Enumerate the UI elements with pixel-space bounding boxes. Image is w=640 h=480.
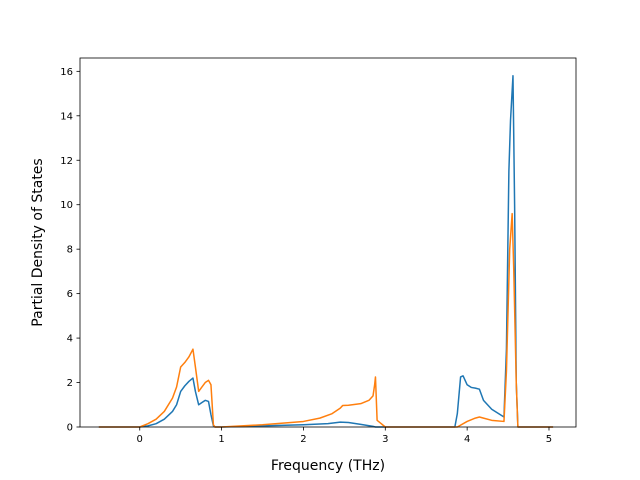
x-tick-label: 5 (546, 434, 552, 445)
x-tick-label: 2 (300, 434, 306, 445)
series-line-2 (98, 212, 554, 428)
y-tick-label: 4 (67, 334, 73, 345)
y-tick-label: 14 (60, 111, 73, 122)
y-tick-label: 10 (60, 200, 73, 211)
y-tick-label: 0 (67, 423, 73, 434)
y-tick-label: 16 (60, 67, 73, 78)
x-tick-label: 0 (137, 434, 143, 445)
x-tick-label: 1 (218, 434, 224, 445)
y-axis: 0 2 4 6 8 10 12 14 16 (60, 67, 80, 434)
plot-frame (79, 57, 577, 428)
series-layer (98, 75, 554, 428)
y-tick-label: 8 (67, 245, 73, 256)
y-tick-label: 6 (67, 289, 73, 300)
y-axis-title: Partial Density of States (30, 158, 46, 326)
y-tick-label: 2 (67, 378, 73, 389)
x-tick-label: 4 (464, 434, 470, 445)
x-axis: 0 1 2 3 4 5 (137, 427, 552, 445)
x-axis-title: Frequency (THz) (271, 458, 385, 474)
y-tick-label: 12 (60, 156, 73, 167)
x-tick-label: 3 (382, 434, 388, 445)
